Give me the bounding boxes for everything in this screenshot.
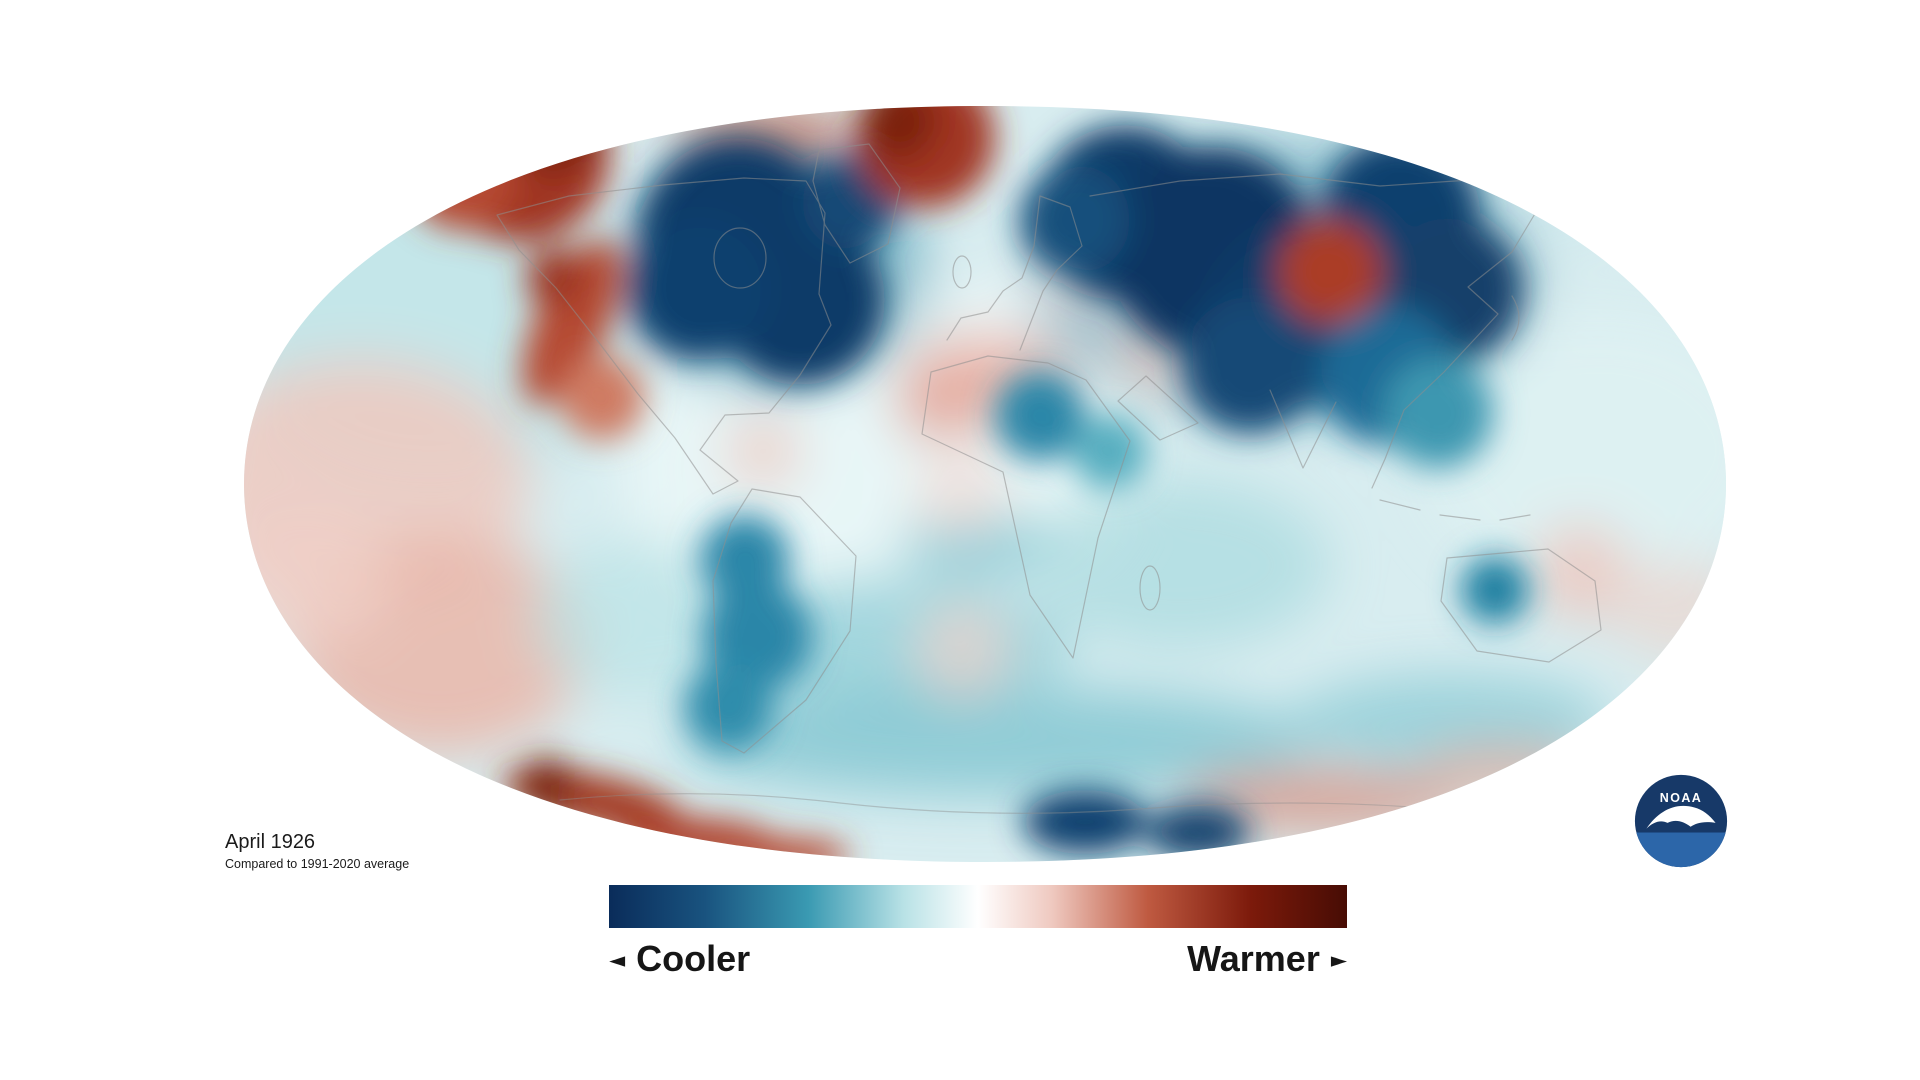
warmer-legend: Warmer ► xyxy=(1187,938,1347,980)
warmer-arrow-icon: ► xyxy=(1330,948,1347,972)
cooler-label: Cooler xyxy=(636,938,751,979)
coastline-madagascar xyxy=(1139,565,1161,611)
coastline-india xyxy=(1269,389,1337,469)
coastline-arabia xyxy=(1117,375,1199,441)
cooler-arrow-icon: ◄ xyxy=(609,948,626,972)
coastline-indonesia xyxy=(1379,499,1531,521)
coastline-south-america xyxy=(712,488,857,754)
coastline-europe xyxy=(946,195,1083,351)
noaa-logo: NOAA xyxy=(1633,773,1729,869)
coastline-japan xyxy=(1511,295,1520,341)
coastline-britain xyxy=(952,255,972,289)
coastline-greenland xyxy=(812,143,901,264)
noaa-seagull-icon xyxy=(1646,805,1716,829)
legend: ◄ Cooler Warmer ► xyxy=(609,938,1347,980)
caption: April 1926 Compared to 1991-2020 average xyxy=(225,831,409,871)
coastline-hudson-bay xyxy=(713,227,767,289)
coastline-new-zealand xyxy=(1647,679,1673,723)
cooler-legend: ◄ Cooler xyxy=(609,938,750,980)
coastline-antarctica xyxy=(559,793,1441,814)
warmer-label: Warmer xyxy=(1187,938,1320,979)
coastline-australia xyxy=(1440,548,1602,663)
coastline-north-america xyxy=(496,177,832,495)
coastline-asia xyxy=(1089,173,1543,489)
noaa-logo-sea xyxy=(1634,832,1728,868)
coastline-africa xyxy=(921,355,1131,659)
noaa-logo-text: NOAA xyxy=(1660,791,1702,805)
colorbar xyxy=(609,885,1347,928)
map-date-label: April 1926 xyxy=(225,831,316,853)
baseline-label: Compared to 1991-2020 average xyxy=(225,857,410,871)
